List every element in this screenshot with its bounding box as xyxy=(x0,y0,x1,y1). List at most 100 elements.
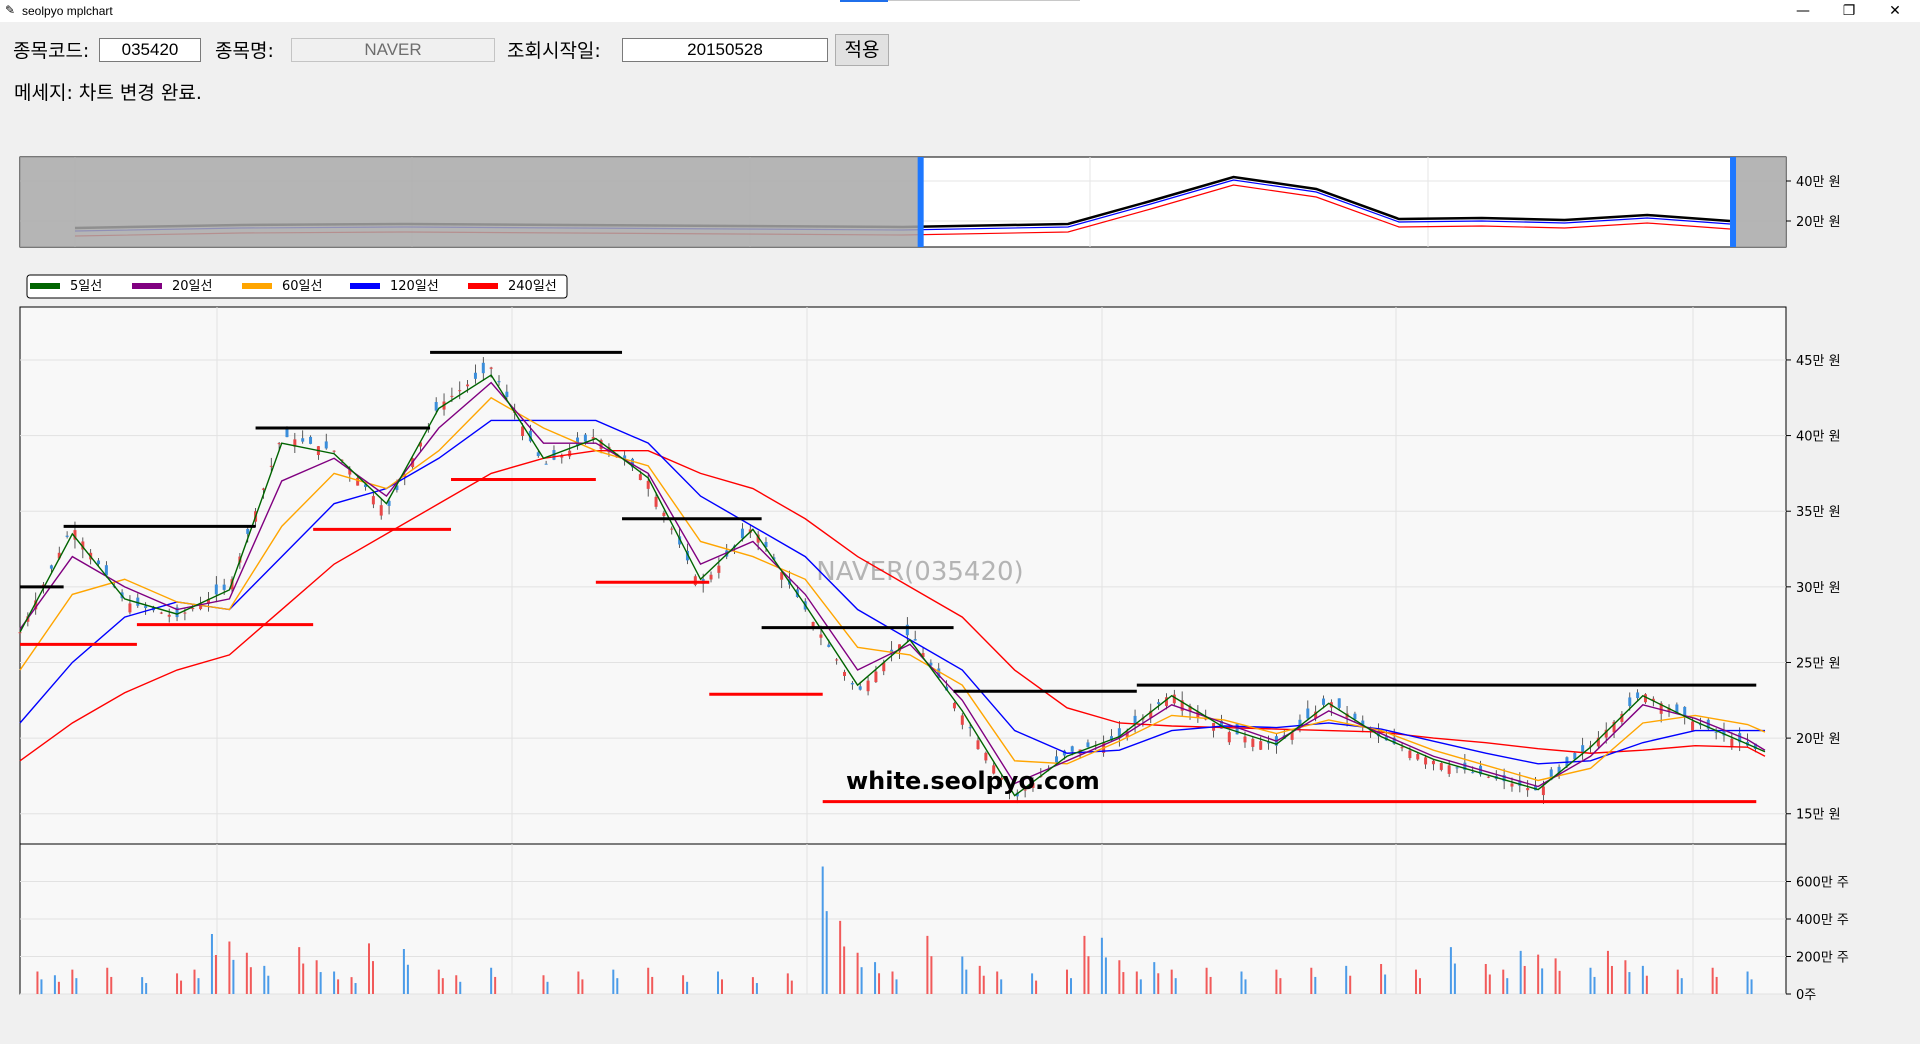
overview-handle-right xyxy=(1730,157,1737,247)
candle-body xyxy=(1086,742,1090,748)
candle-body xyxy=(521,426,525,436)
candle-body xyxy=(693,576,697,586)
legend-label-2: 60일선 xyxy=(282,279,322,294)
legend-swatch-3 xyxy=(350,283,380,289)
candle-body xyxy=(1259,741,1263,750)
start-date-input[interactable]: 20150528 xyxy=(622,38,828,62)
volume-bar xyxy=(965,969,968,994)
candle-body xyxy=(1738,733,1742,743)
price-tick-label-3: 30만 원 xyxy=(1796,581,1841,596)
volume-bar xyxy=(1593,976,1596,994)
candle-body xyxy=(1219,720,1223,729)
price-tick-label-5: 20만 원 xyxy=(1796,732,1841,747)
candle-body xyxy=(654,496,658,507)
close-button[interactable]: ✕ xyxy=(1872,0,1918,22)
candle-body xyxy=(309,436,313,444)
volume-bars xyxy=(36,866,1753,994)
candle-body xyxy=(1133,715,1137,725)
volume-bar xyxy=(71,969,74,994)
candle-body xyxy=(1322,698,1326,705)
volume-bar xyxy=(1419,978,1421,994)
candle-body xyxy=(1424,757,1428,765)
candle-body xyxy=(191,608,195,610)
volume-bar xyxy=(982,975,985,994)
restore-button[interactable]: ❐ xyxy=(1826,0,1872,22)
candle-body xyxy=(764,541,768,548)
candle-body xyxy=(1062,750,1066,756)
volume-bar xyxy=(106,967,109,994)
candle-body xyxy=(1227,732,1231,743)
candle-body xyxy=(1251,738,1255,747)
candle-body xyxy=(858,686,862,690)
candle-body xyxy=(1447,765,1451,774)
overview-slider[interactable]: 40만 원 20만 원 xyxy=(19,156,1841,248)
price-tick-label-1: 40만 원 xyxy=(1796,430,1841,445)
candle-body xyxy=(1164,697,1168,706)
chart-svg[interactable]: 40만 원 20만 원 5일선 20일선 60일선 120일선 240일선 NAVER(0… xyxy=(0,110,1920,1040)
candle-body xyxy=(183,612,187,614)
candle-body xyxy=(1526,788,1530,791)
candle-body xyxy=(662,512,666,517)
volume-bar xyxy=(1066,969,1068,994)
candle-body xyxy=(144,605,148,609)
volume-bar xyxy=(180,980,183,994)
candle-body xyxy=(1439,763,1443,770)
name-label: 종목명: xyxy=(215,40,274,62)
candle-body xyxy=(1541,786,1545,796)
candle-body xyxy=(1549,769,1553,780)
volume-bar xyxy=(1384,974,1387,994)
minimize-button[interactable]: — xyxy=(1780,0,1826,22)
candle-body xyxy=(167,614,171,617)
candle-body xyxy=(576,437,580,447)
candle-body xyxy=(1031,782,1035,788)
candle-body xyxy=(1290,732,1294,740)
volume-bar xyxy=(1100,937,1103,994)
volume-bar xyxy=(1157,973,1160,994)
candle-body xyxy=(356,477,360,486)
price-chart[interactable]: NAVER(035420) white.seolpyo.com 45만 원 40만… xyxy=(18,306,1841,845)
candle-body xyxy=(1510,783,1514,787)
candle-body xyxy=(843,671,847,676)
volume-bar xyxy=(232,959,235,994)
volume-bar xyxy=(319,972,322,994)
candle-body xyxy=(1007,790,1011,792)
candle-body xyxy=(1117,728,1121,739)
volume-bar xyxy=(40,979,43,994)
volume-bar xyxy=(961,956,964,994)
candle-body xyxy=(269,465,273,467)
volume-bar xyxy=(1209,976,1212,994)
candle-body xyxy=(1408,750,1412,759)
volume-bar xyxy=(1205,967,1208,994)
candle-body xyxy=(1353,713,1357,720)
volume-bar xyxy=(1244,979,1247,994)
candle-body xyxy=(97,560,101,565)
candle-body xyxy=(1125,731,1129,738)
volume-chart[interactable]: 600만 주 400만 주 200만 주 0주 xyxy=(19,843,1849,1003)
volume-bar xyxy=(1484,964,1487,994)
legend-label-3: 120일선 xyxy=(390,279,439,294)
apply-button[interactable]: 적용 xyxy=(835,34,889,66)
volume-bar xyxy=(368,943,370,994)
candle-body xyxy=(1180,700,1184,711)
volume-bar xyxy=(978,965,981,994)
volume-bar xyxy=(315,960,318,994)
legend-swatch-1 xyxy=(132,283,162,289)
volume-bar xyxy=(790,980,793,994)
overview-tick-label-0: 40만 원 xyxy=(1796,175,1841,190)
volume-bar xyxy=(839,920,842,994)
code-input[interactable]: 035420 xyxy=(99,38,201,62)
price-tick-label-6: 15만 원 xyxy=(1796,808,1841,823)
volume-bar xyxy=(75,978,78,994)
volume-bar xyxy=(441,978,444,994)
volume-bar xyxy=(1558,970,1561,994)
candle-body xyxy=(1055,756,1059,763)
volume-bar xyxy=(437,969,440,994)
candle-body xyxy=(1188,705,1192,712)
candle-body xyxy=(866,680,870,692)
volume-tick-label-3: 0주 xyxy=(1796,988,1816,1003)
volume-bar xyxy=(337,979,340,994)
volume-bar xyxy=(926,935,929,994)
candle-body xyxy=(591,437,595,439)
legend-label-1: 20일선 xyxy=(172,279,212,294)
chart-canvas[interactable]: 40만 원 20만 원 5일선 20일선 60일선 120일선 240일선 NAVER(0… xyxy=(0,110,1920,1040)
